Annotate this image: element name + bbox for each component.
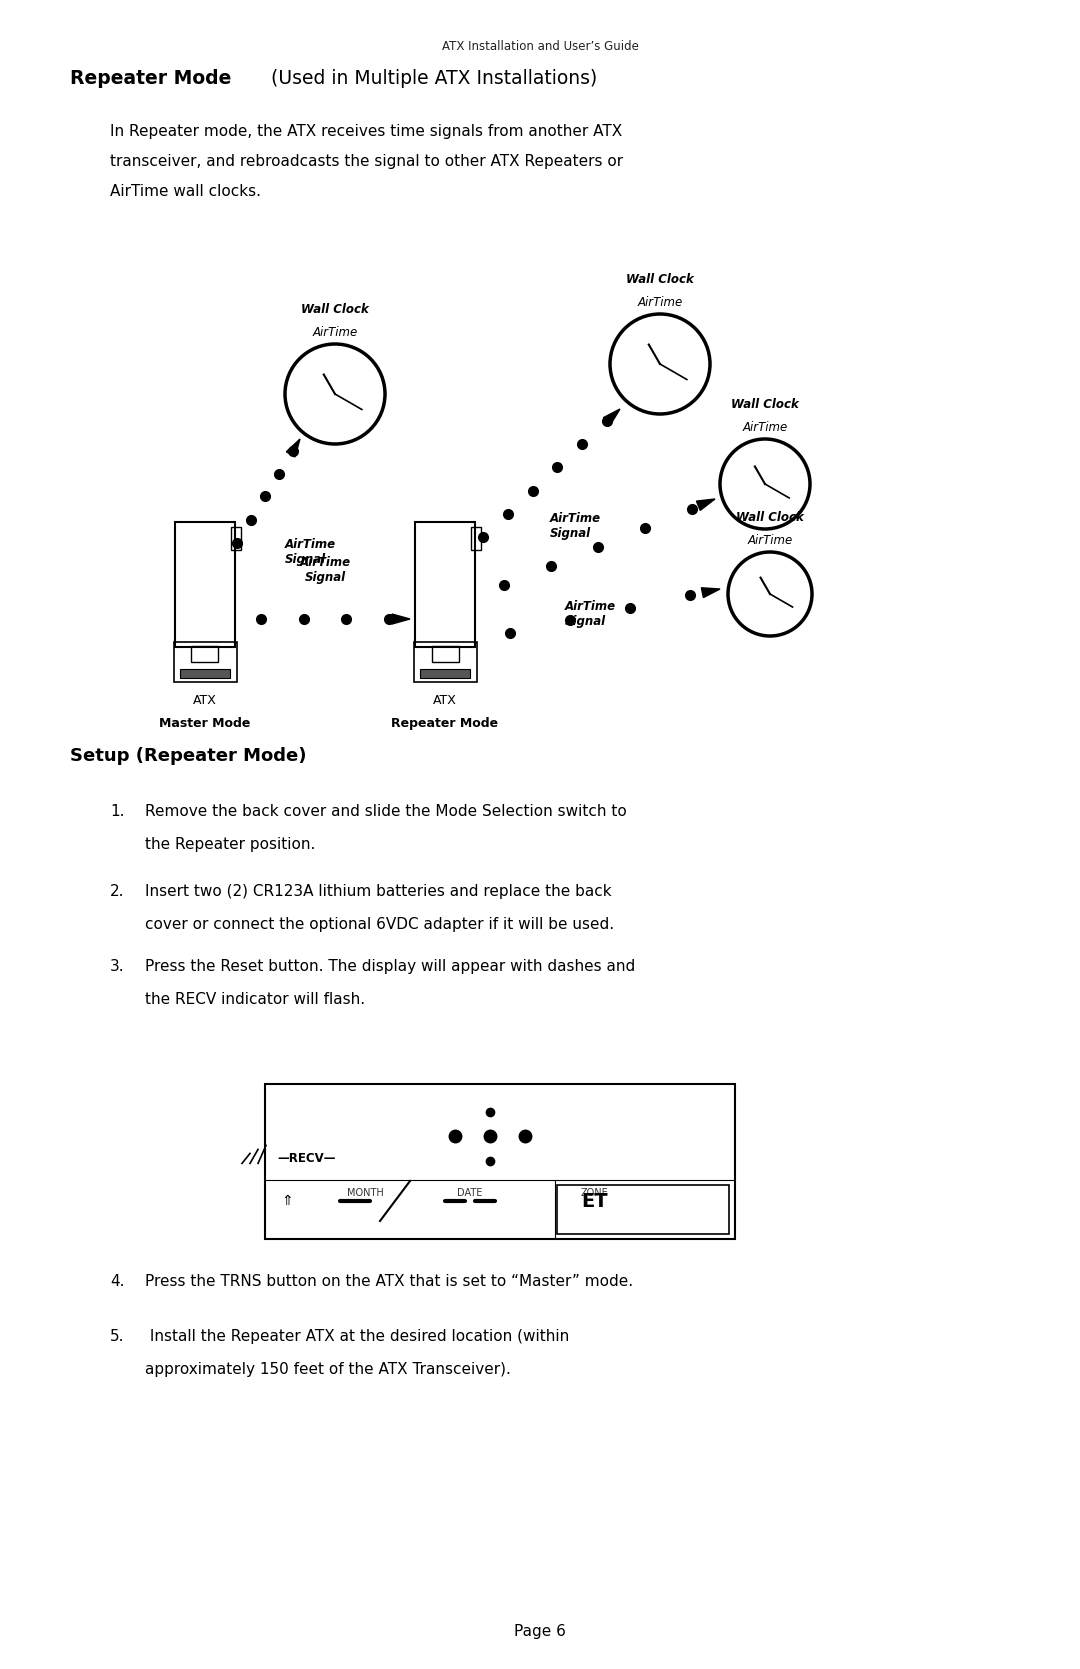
Text: 3.: 3. xyxy=(110,960,124,975)
Text: AirTime
Signal: AirTime Signal xyxy=(550,512,602,541)
Text: Setup (Repeater Mode): Setup (Repeater Mode) xyxy=(70,748,307,764)
Text: ATX: ATX xyxy=(433,694,457,706)
Polygon shape xyxy=(701,587,720,598)
Text: Press the Reset button. The display will appear with dashes and: Press the Reset button. The display will… xyxy=(145,960,635,975)
Bar xyxy=(432,646,459,661)
Bar xyxy=(414,641,476,681)
Text: ⇑: ⇑ xyxy=(281,1193,293,1208)
Text: —RECV—: —RECV— xyxy=(276,1152,336,1165)
Circle shape xyxy=(610,314,710,414)
Polygon shape xyxy=(286,439,300,457)
Text: Wall Clock: Wall Clock xyxy=(737,511,804,524)
Circle shape xyxy=(720,439,810,529)
Text: 4.: 4. xyxy=(110,1273,124,1288)
Text: DATE: DATE xyxy=(457,1188,483,1198)
Text: AirTime wall clocks.: AirTime wall clocks. xyxy=(110,184,261,199)
Bar xyxy=(265,1083,735,1238)
Text: AirTime
Signal: AirTime Signal xyxy=(299,556,351,584)
Text: ATX Installation and User’s Guide: ATX Installation and User’s Guide xyxy=(442,40,638,53)
Text: Page 6: Page 6 xyxy=(514,1624,566,1639)
Text: AirTime: AirTime xyxy=(742,421,787,434)
Text: ATX: ATX xyxy=(193,694,217,706)
Circle shape xyxy=(728,552,812,636)
Text: ZONE: ZONE xyxy=(581,1188,609,1198)
Bar xyxy=(175,521,235,646)
Text: Master Mode: Master Mode xyxy=(160,716,251,729)
Text: transceiver, and rebroadcasts the signal to other ATX Repeaters or: transceiver, and rebroadcasts the signal… xyxy=(110,154,623,169)
Text: In Repeater mode, the ATX receives time signals from another ATX: In Repeater mode, the ATX receives time … xyxy=(110,124,622,139)
Bar xyxy=(174,641,237,681)
Text: Remove the back cover and slide the Mode Selection switch to: Remove the back cover and slide the Mode… xyxy=(145,804,626,819)
Text: Press the TRNS button on the ATX that is set to “Master” mode.: Press the TRNS button on the ATX that is… xyxy=(145,1273,633,1288)
Polygon shape xyxy=(697,499,715,511)
Bar xyxy=(415,521,475,646)
Text: the RECV indicator will flash.: the RECV indicator will flash. xyxy=(145,991,365,1006)
Text: Wall Clock: Wall Clock xyxy=(301,304,369,315)
Text: 1.: 1. xyxy=(110,804,124,819)
Text: Wall Clock: Wall Clock xyxy=(626,274,694,285)
Bar xyxy=(557,1185,729,1233)
Text: Install the Repeater ATX at the desired location (within: Install the Repeater ATX at the desired … xyxy=(145,1329,569,1344)
Bar xyxy=(179,669,230,678)
Text: MONTH: MONTH xyxy=(347,1188,383,1198)
Text: AirTime: AirTime xyxy=(747,534,793,547)
Text: Repeater Mode: Repeater Mode xyxy=(391,716,499,729)
Text: the Repeater position.: the Repeater position. xyxy=(145,836,315,851)
Bar xyxy=(191,646,218,661)
Text: AirTime: AirTime xyxy=(637,295,683,309)
Text: AirTime
Signal: AirTime Signal xyxy=(285,537,336,566)
Text: cover or connect the optional 6VDC adapter if it will be used.: cover or connect the optional 6VDC adapt… xyxy=(145,916,615,931)
Polygon shape xyxy=(604,409,620,426)
Bar xyxy=(231,527,241,549)
Text: approximately 150 feet of the ATX Transceiver).: approximately 150 feet of the ATX Transc… xyxy=(145,1362,511,1377)
Text: Wall Clock: Wall Clock xyxy=(731,397,799,411)
Text: 5.: 5. xyxy=(110,1329,124,1344)
Text: (Used in Multiple ATX Installations): (Used in Multiple ATX Installations) xyxy=(265,68,597,88)
Circle shape xyxy=(285,344,384,444)
Text: Insert two (2) CR123A lithium batteries and replace the back: Insert two (2) CR123A lithium batteries … xyxy=(145,885,611,900)
Polygon shape xyxy=(392,614,410,624)
Text: ET: ET xyxy=(582,1192,608,1210)
Text: AirTime
Signal: AirTime Signal xyxy=(565,599,616,628)
Text: AirTime: AirTime xyxy=(312,325,357,339)
Text: Repeater Mode: Repeater Mode xyxy=(70,68,231,88)
Bar xyxy=(471,527,481,549)
Bar xyxy=(420,669,470,678)
Text: 2.: 2. xyxy=(110,885,124,900)
